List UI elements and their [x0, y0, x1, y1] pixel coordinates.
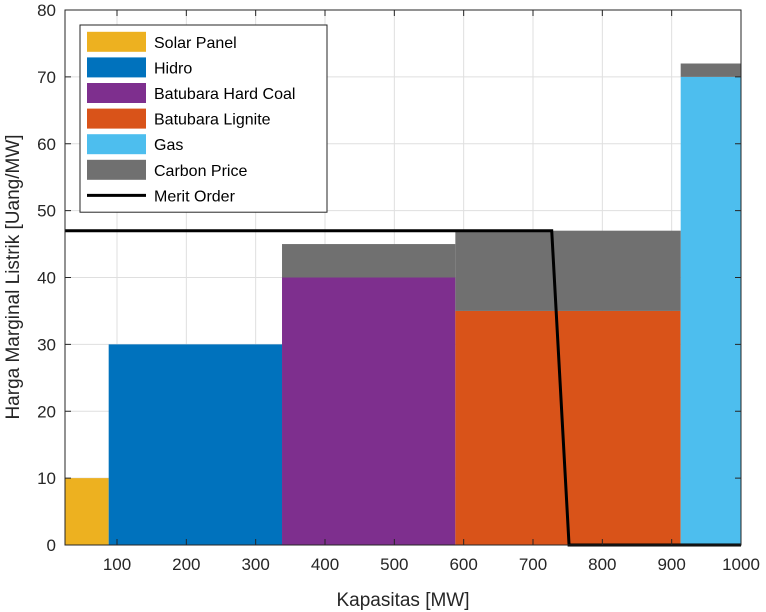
x-tick-labels: 100 200 300 400 500 600 700 800 900 1000 — [103, 10, 760, 574]
legend-label: Gas — [154, 137, 183, 154]
y-tick-label: 80 — [37, 1, 56, 20]
y-tick-label: 50 — [37, 202, 56, 221]
bar-carbon-price — [282, 244, 456, 278]
legend-label: Batubara Hard Coal — [154, 86, 295, 103]
bar-carbon-price — [680, 63, 741, 77]
legend-swatch — [87, 57, 146, 78]
legend-swatch — [87, 108, 146, 129]
x-tick-label: 300 — [241, 555, 269, 574]
y-tick-label: 0 — [47, 536, 56, 555]
legend-label: Hidro — [154, 60, 192, 77]
x-tick-label: 600 — [449, 555, 477, 574]
legend-swatch — [87, 134, 146, 155]
legend-label: Carbon Price — [154, 163, 247, 180]
x-tick-label: 200 — [172, 555, 200, 574]
legend-label: Merit Order — [154, 188, 236, 205]
bar-carbon-price — [455, 230, 681, 311]
y-tick-label: 40 — [37, 269, 56, 288]
y-tick-label: 20 — [37, 402, 56, 421]
legend-swatch — [87, 31, 146, 52]
x-tick-label: 800 — [588, 555, 616, 574]
legend-swatch — [87, 159, 146, 180]
bar-gas — [680, 76, 741, 545]
legend-label: Batubara Lignite — [154, 112, 271, 129]
y-axis-title: Harga Marginal Listrik [Uang/MW] — [3, 134, 24, 419]
legend-swatch — [87, 83, 146, 103]
y-tick-label: 30 — [37, 335, 56, 354]
x-tick-label: 400 — [311, 555, 339, 574]
legend-label: Solar Panel — [154, 35, 237, 52]
bar-solar-panel — [65, 478, 109, 545]
x-tick-label: 100 — [103, 555, 131, 574]
x-tick-label: 900 — [657, 555, 685, 574]
bar-batubara-hard-coal — [282, 277, 456, 545]
x-axis-title: Kapasitas [MW] — [336, 590, 469, 611]
legend: Solar Panel Hidro Batubara Hard Coal Batuba… — [79, 24, 328, 213]
bars — [65, 63, 741, 545]
x-tick-label: 1000 — [722, 555, 760, 574]
bar-hidro — [108, 344, 283, 545]
y-tick-label: 70 — [37, 68, 56, 87]
y-tick-label: 10 — [37, 469, 56, 488]
y-tick-label: 60 — [37, 135, 56, 154]
x-tick-label: 500 — [380, 555, 408, 574]
x-tick-label: 700 — [519, 555, 547, 574]
y-tick-labels: 0 10 20 30 40 50 60 70 80 — [37, 1, 741, 555]
